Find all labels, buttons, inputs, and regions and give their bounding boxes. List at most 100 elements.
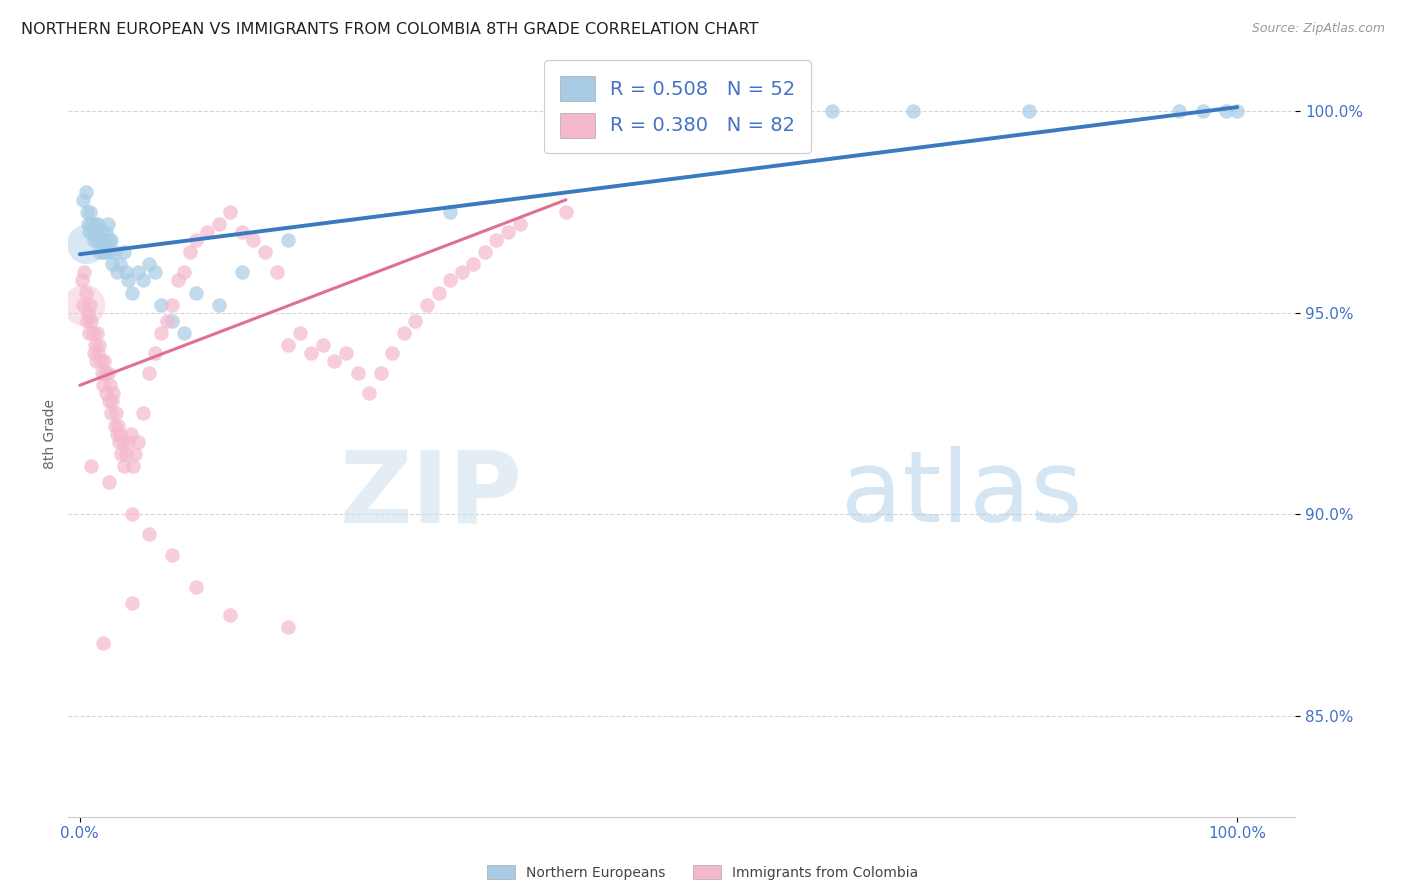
Point (90, 225, 112, 239)
Point (72, 193, 94, 207)
Point (90, 354, 112, 368)
Point (80, 314, 103, 328)
Point (143, 265, 166, 279)
Point (359, 386, 381, 401)
Point (132, 273, 155, 287)
Point (84, 225, 107, 239)
Point (101, 394, 124, 409)
Point (370, 366, 392, 380)
Point (75, 185, 97, 199)
Point (104, 407, 127, 421)
Point (83, 338, 105, 352)
Point (121, 285, 143, 300)
Point (277, 233, 299, 247)
Point (79, 205, 101, 219)
Point (73, 265, 96, 279)
Point (117, 273, 139, 287)
Point (162, 298, 184, 312)
Point (1191, 104, 1213, 119)
Point (83, 233, 105, 247)
Point (94, 366, 117, 380)
Point (83, 217, 105, 231)
Point (80, 458, 103, 473)
Point (162, 314, 184, 328)
Point (87, 217, 110, 231)
Point (288, 326, 311, 340)
Point (149, 326, 172, 340)
Point (120, 426, 142, 441)
Point (112, 245, 135, 260)
Point (167, 273, 190, 287)
Point (124, 447, 146, 461)
Point (127, 265, 149, 279)
Point (107, 418, 129, 433)
Point (110, 447, 132, 461)
Point (179, 245, 201, 260)
Point (89, 245, 111, 260)
Point (91, 636, 114, 650)
Point (90, 366, 112, 380)
Point (132, 407, 155, 421)
Point (105, 265, 128, 279)
Point (346, 366, 368, 380)
Point (122, 458, 145, 473)
Point (149, 298, 172, 312)
Point (82, 225, 104, 239)
Point (1215, 104, 1237, 119)
Point (266, 265, 288, 279)
Point (439, 205, 461, 219)
Point (117, 434, 139, 449)
Text: ZIP: ZIP (339, 446, 522, 543)
Point (76, 314, 98, 328)
Point (97, 475, 120, 489)
Point (75, 237, 97, 252)
Point (231, 225, 253, 239)
Point (86, 326, 108, 340)
Point (1168, 104, 1191, 119)
Point (115, 447, 138, 461)
Point (219, 608, 242, 623)
Point (97, 233, 120, 247)
Point (84, 354, 107, 368)
Point (91, 245, 114, 260)
Point (103, 245, 125, 260)
Point (80, 217, 103, 231)
Point (86, 233, 108, 247)
Text: NORTHERN EUROPEAN VS IMMIGRANTS FROM COLOMBIA 8TH GRADE CORRELATION CHART: NORTHERN EUROPEAN VS IMMIGRANTS FROM COL… (21, 22, 759, 37)
Point (763, 104, 786, 119)
Point (143, 346, 166, 360)
Point (450, 265, 472, 279)
Point (70, 273, 93, 287)
Point (323, 354, 346, 368)
Point (72, 298, 94, 312)
Point (77, 326, 100, 340)
Point (509, 217, 531, 231)
Point (335, 346, 357, 360)
Point (253, 245, 276, 260)
Point (173, 326, 195, 340)
Point (173, 265, 195, 279)
Point (115, 265, 138, 279)
Text: Source: ZipAtlas.com: Source: ZipAtlas.com (1251, 22, 1385, 36)
Point (208, 217, 231, 231)
Point (162, 548, 184, 562)
Point (121, 596, 143, 610)
Point (103, 418, 125, 433)
Point (83, 346, 105, 360)
Point (87, 346, 110, 360)
Point (100, 233, 122, 247)
Point (901, 104, 924, 119)
Point (184, 233, 207, 247)
Point (219, 205, 242, 219)
Point (416, 298, 439, 312)
Point (96, 225, 118, 239)
Point (496, 225, 519, 239)
Point (195, 225, 218, 239)
Point (77, 225, 100, 239)
Point (82, 326, 104, 340)
Point (184, 285, 207, 300)
Point (208, 298, 231, 312)
Legend: Northern Europeans, Immigrants from Colombia: Northern Europeans, Immigrants from Colo… (482, 859, 924, 885)
Point (138, 366, 160, 380)
Point (1226, 104, 1249, 119)
